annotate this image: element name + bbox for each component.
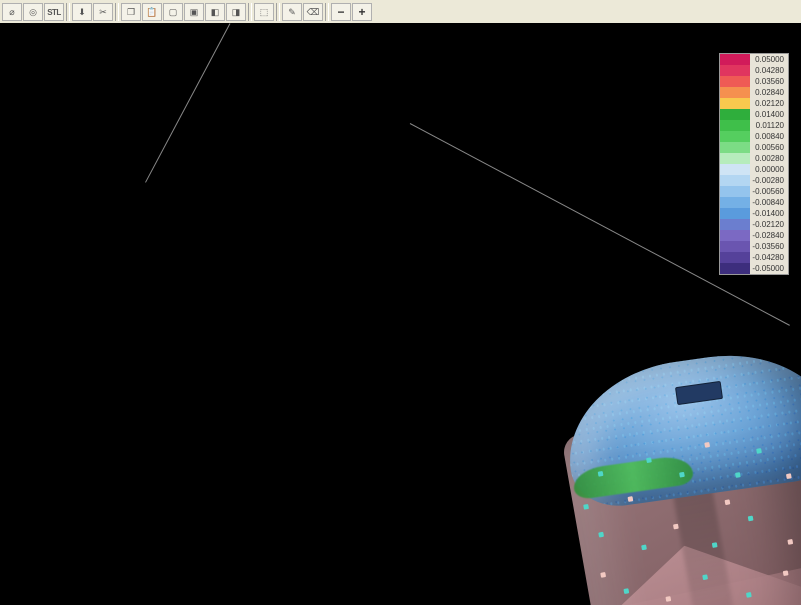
legend-value: -0.01400 [752,208,784,219]
inspection-point [679,472,685,478]
inspection-point [583,504,589,510]
legend-value: -0.02840 [752,230,784,241]
legend-value: -0.05000 [752,263,784,274]
btn-box4[interactable]: ◨ [226,3,246,21]
inspection-point [711,542,717,548]
btn-brush[interactable]: ✎ [282,3,302,21]
inspection-point [734,472,740,478]
legend-swatch [720,98,750,109]
legend-swatch [720,109,750,120]
inspection-point [702,574,708,580]
inspection-point [782,570,788,576]
legend-swatch [720,164,750,175]
btn-zoom-out[interactable]: − [331,3,351,21]
btn-zoom-in[interactable]: + [352,3,372,21]
legend-value: 0.00840 [752,131,784,142]
legend-value: -0.00560 [752,186,784,197]
toolbar-separator [248,3,252,21]
legend-swatch [720,65,750,76]
btn-box3[interactable]: ◧ [205,3,225,21]
legend-value: 0.02120 [752,98,784,109]
inspection-point [704,442,710,448]
legend-swatch [720,175,750,186]
btn-box2[interactable]: ▣ [184,3,204,21]
toolbar-separator [276,3,280,21]
inspection-point [597,471,603,477]
legend-value: 0.01120 [752,120,784,131]
guide-line [145,23,230,182]
legend-swatch [720,263,750,274]
inspection-point [600,572,606,578]
toolbar-separator [66,3,70,21]
inspection-point [623,588,629,594]
legend-swatch [720,76,750,87]
legend-swatch [720,197,750,208]
btn-outline[interactable]: ◎ [23,3,43,21]
legend-value: 0.05000 [752,54,784,65]
inspection-point [785,473,791,479]
legend-swatch [720,186,750,197]
legend-value: 0.00000 [752,164,784,175]
toolbar: ⌀◎STL ⬇✂ ❐📋▢▣◧◨ ⬚ ✎⌫−+ [0,0,801,25]
btn-cylinder[interactable]: ⌀ [2,3,22,21]
inspection-point [627,496,633,502]
btn-box1[interactable]: ▢ [163,3,183,21]
toolbar-separator [325,3,329,21]
inspection-point [724,499,730,505]
legend-swatch [720,219,750,230]
inspection-point [745,592,751,598]
legend-value: 0.02840 [752,87,784,98]
legend-swatch [720,230,750,241]
legend-swatch [720,142,750,153]
legend-value: -0.00840 [752,197,784,208]
legend-swatch [720,208,750,219]
legend-swatch [720,54,750,65]
inspection-point [641,544,647,550]
inspection-point [672,524,678,530]
inspection-point [747,516,753,522]
legend-swatch [720,252,750,263]
btn-stl[interactable]: STL [44,3,64,21]
legend-value: 0.04280 [752,65,784,76]
inspection-point [665,596,671,602]
legend-swatch [720,87,750,98]
legend-value: 0.03560 [752,76,784,87]
btn-import[interactable]: ⬇ [72,3,92,21]
legend-swatch [720,120,750,131]
legend-value: -0.02120 [752,219,784,230]
inspection-point [787,539,793,545]
inspection-point [756,448,762,454]
legend-value: -0.03560 [752,241,784,252]
btn-cut[interactable]: ✂ [93,3,113,21]
legend-value: -0.00280 [752,175,784,186]
btn-cube[interactable]: ⬚ [254,3,274,21]
toolbar-separator [115,3,119,21]
btn-copy[interactable]: ❐ [121,3,141,21]
inspection-point [646,457,652,463]
legend-swatch [720,241,750,252]
viewport-3d[interactable]: 0.050000.042800.035600.028400.021200.014… [0,23,801,605]
legend-swatch [720,153,750,164]
btn-paste[interactable]: 📋 [142,3,162,21]
color-legend: 0.050000.042800.035600.028400.021200.014… [719,53,789,275]
inspection-point [598,532,604,538]
btn-erase[interactable]: ⌫ [303,3,323,21]
legend-value: 0.01400 [752,109,784,120]
legend-value: -0.04280 [752,252,784,263]
legend-value: 0.00280 [752,153,784,164]
legend-swatch [720,131,750,142]
legend-value: 0.00560 [752,142,784,153]
